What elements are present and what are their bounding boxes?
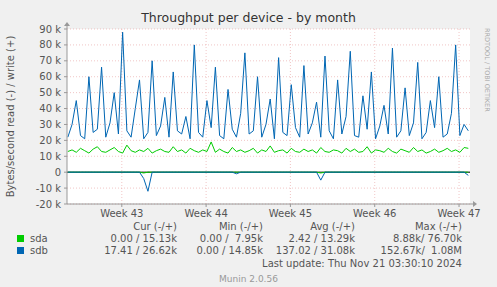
legend-header: Max (-/+)	[415, 221, 462, 232]
series-group	[68, 32, 468, 191]
write-line	[68, 142, 468, 153]
legend-stat: 17.41 / 26.62k	[104, 245, 177, 256]
x-tick-label: Week 45	[269, 208, 312, 219]
y-axis-label: Bytes/second read (-) / write (+)	[5, 36, 16, 198]
y-tick-label: 80 k	[39, 39, 61, 50]
grid-line	[67, 60, 470, 61]
legend-stat: 137.02 / 31.08k	[276, 245, 355, 256]
x-tick-label: Week 46	[353, 208, 396, 219]
background	[0, 0, 497, 287]
grid-line	[67, 76, 470, 77]
x-tick-label: Week 47	[437, 208, 480, 219]
legend-stat: 8.88k/ 76.70k	[393, 233, 462, 244]
y-tick-label: 90 k	[39, 24, 61, 35]
y-tick-label: -20 k	[36, 199, 62, 210]
plot-area	[67, 29, 470, 204]
y-tick-label: 30 k	[39, 119, 61, 130]
legend-swatch	[17, 247, 24, 254]
legend-header: Min (-/+)	[219, 221, 263, 232]
write-line	[68, 32, 468, 139]
watermark: RRDTOOL / TOBI OETIKER	[483, 28, 491, 112]
y-axis	[67, 26, 68, 204]
chart: Throughput per device - by month Bytes/se…	[0, 0, 497, 287]
last-update: Last update: Thu Nov 21 03:30:10 2024	[262, 258, 462, 269]
grid-line	[67, 140, 470, 141]
legend-stat: 152.67k/ 1.08M	[381, 245, 462, 256]
y-tick-label: 50 k	[39, 87, 61, 98]
legend-header: Avg (-/+)	[310, 221, 355, 232]
y-tick-label: 70 k	[39, 55, 61, 66]
x-axis	[67, 204, 473, 205]
grid-line	[206, 29, 207, 204]
grid-line	[67, 188, 470, 189]
legend-header: Cur (-/+)	[133, 221, 177, 232]
grid-line	[67, 92, 470, 93]
y-tick-label: -10 k	[36, 183, 62, 194]
grid-line	[67, 44, 470, 45]
y-axis-arrow	[64, 22, 70, 26]
read-line	[68, 172, 468, 191]
legend-label: sdb	[30, 245, 48, 256]
y-tick-label: 0	[55, 167, 61, 178]
legend-label: sda	[30, 233, 48, 244]
legend-stat: 0.00 / 7.95k	[200, 233, 263, 244]
y-tick-label: 60 k	[39, 71, 61, 82]
legend-swatch	[17, 235, 24, 242]
x-tick-label: Week 44	[184, 208, 227, 219]
title: Throughput per device - by month	[140, 10, 356, 25]
grid-line	[67, 156, 470, 157]
grid-line	[290, 29, 291, 204]
x-tick-label: Week 43	[100, 208, 143, 219]
grid-line	[67, 124, 470, 125]
legend-stat: 0.00 / 14.85k	[197, 245, 264, 256]
footer: Munin 2.0.56	[219, 274, 278, 284]
y-tick-label: 40 k	[39, 103, 61, 114]
y-tick-label: 20 k	[39, 135, 61, 146]
legend-stat: 0.00 / 15.13k	[111, 233, 178, 244]
legend-stat: 2.42 / 13.29k	[289, 233, 356, 244]
x-axis-arrow	[473, 201, 477, 207]
grid-line	[67, 29, 470, 30]
y-tick-label: 10 k	[39, 151, 61, 162]
